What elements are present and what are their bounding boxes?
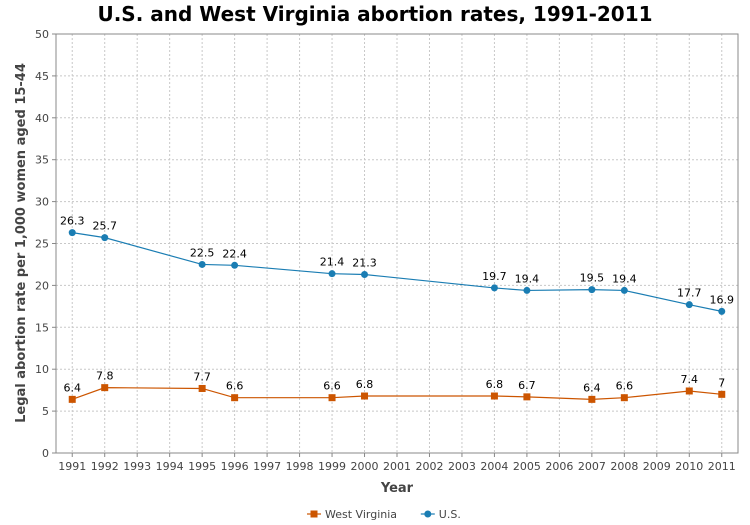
- data-point-us: [718, 307, 726, 315]
- data-label: 19.4: [612, 272, 637, 285]
- data-label: 6.6: [226, 380, 244, 393]
- x-tick-label: 1996: [221, 460, 249, 473]
- x-tick-label: 2006: [545, 460, 573, 473]
- y-tick-label: 30: [35, 196, 49, 209]
- data-point-west-virginia: [620, 394, 628, 402]
- data-point-west-virginia: [718, 390, 726, 398]
- data-point-west-virginia: [328, 394, 336, 402]
- data-point-west-virginia: [68, 395, 76, 403]
- x-tick-label: 2001: [383, 460, 411, 473]
- data-label: 6.4: [583, 381, 601, 394]
- y-tick-label: 5: [42, 405, 49, 418]
- data-label: 16.9: [710, 293, 735, 306]
- x-tick-label: 2005: [513, 460, 541, 473]
- data-point-west-virginia: [588, 395, 596, 403]
- x-tick-label: 1991: [58, 460, 86, 473]
- data-point-us: [685, 301, 693, 309]
- legend-label: West Virginia: [325, 508, 397, 521]
- data-label: 7.7: [193, 370, 211, 383]
- legend: West Virginia U.S.: [307, 508, 461, 521]
- data-label: 22.5: [190, 246, 215, 259]
- data-point-us: [361, 271, 369, 279]
- data-point-west-virginia: [101, 384, 109, 392]
- chart-title: U.S. and West Virginia abortion rates, 1…: [97, 2, 652, 26]
- x-tick-label: 2010: [675, 460, 703, 473]
- data-point-west-virginia: [490, 392, 498, 400]
- data-label: 25.7: [92, 220, 117, 233]
- y-tick-label: 25: [35, 238, 49, 251]
- data-label: 6.7: [518, 379, 536, 392]
- x-tick-label: 2004: [480, 460, 508, 473]
- data-point-us: [328, 270, 336, 278]
- data-point-us: [198, 260, 206, 268]
- data-label: 7.8: [96, 370, 114, 383]
- x-tick-label: 2011: [708, 460, 736, 473]
- data-label: 6.8: [356, 378, 374, 391]
- data-label: 26.3: [60, 215, 85, 228]
- data-point-us: [620, 286, 628, 294]
- series-line-u-s: [72, 232, 722, 312]
- y-tick-label: 35: [35, 154, 49, 167]
- x-tick-label: 1997: [253, 460, 281, 473]
- data-label: 21.4: [320, 256, 345, 269]
- x-tick-label: 2003: [448, 460, 476, 473]
- data-label: 19.7: [482, 270, 507, 283]
- x-tick-label: 1994: [156, 460, 184, 473]
- data-label: 6.4: [63, 381, 81, 394]
- data-point-us: [231, 261, 239, 269]
- data-point-west-virginia: [231, 394, 239, 402]
- y-tick-label: 50: [35, 28, 49, 41]
- data-label: 17.7: [677, 287, 702, 300]
- data-label: 6.8: [486, 378, 504, 391]
- x-tick-label: 1993: [123, 460, 151, 473]
- data-point-us: [588, 286, 596, 294]
- data-point-us: [523, 286, 531, 294]
- x-tick-label: 2002: [415, 460, 443, 473]
- x-tick-label: 2009: [643, 460, 671, 473]
- legend-label: U.S.: [439, 508, 461, 521]
- y-axis-title: Legal abortion rate per 1,000 women aged…: [14, 63, 29, 423]
- y-tick-label: 40: [35, 112, 49, 125]
- data-label: 19.4: [515, 272, 540, 285]
- legend-circle-marker: [424, 510, 432, 518]
- data-label: 6.6: [616, 380, 634, 393]
- x-tick-label: 2008: [610, 460, 638, 473]
- data-point-west-virginia: [523, 393, 531, 401]
- series-line-west-virginia: [72, 387, 722, 400]
- data-label: 7.4: [681, 373, 699, 386]
- y-tick-label: 20: [35, 279, 49, 292]
- x-tick-label: 2007: [578, 460, 606, 473]
- data-label: 7: [718, 376, 725, 389]
- data-point-west-virginia: [361, 392, 369, 400]
- data-point-west-virginia: [198, 384, 206, 392]
- data-point-us: [68, 229, 76, 237]
- y-tick-label: 10: [35, 363, 49, 376]
- x-tick-label: 2000: [351, 460, 379, 473]
- data-label: 6.6: [323, 380, 341, 393]
- x-tick-label: 1998: [286, 460, 314, 473]
- data-point-us: [101, 234, 109, 242]
- data-label: 22.4: [222, 247, 247, 260]
- y-tick-label: 45: [35, 70, 49, 83]
- x-tick-label: 1999: [318, 460, 346, 473]
- legend-square-marker: [310, 510, 318, 518]
- data-point-west-virginia: [685, 387, 693, 395]
- data-point-us: [490, 284, 498, 292]
- data-label: 21.3: [352, 257, 377, 270]
- x-tick-label: 1995: [188, 460, 216, 473]
- x-tick-label: 1992: [91, 460, 119, 473]
- x-axis-title: Year: [380, 481, 414, 496]
- y-tick-label: 15: [35, 321, 49, 334]
- y-tick-label: 0: [42, 447, 49, 460]
- data-label: 19.5: [580, 272, 605, 285]
